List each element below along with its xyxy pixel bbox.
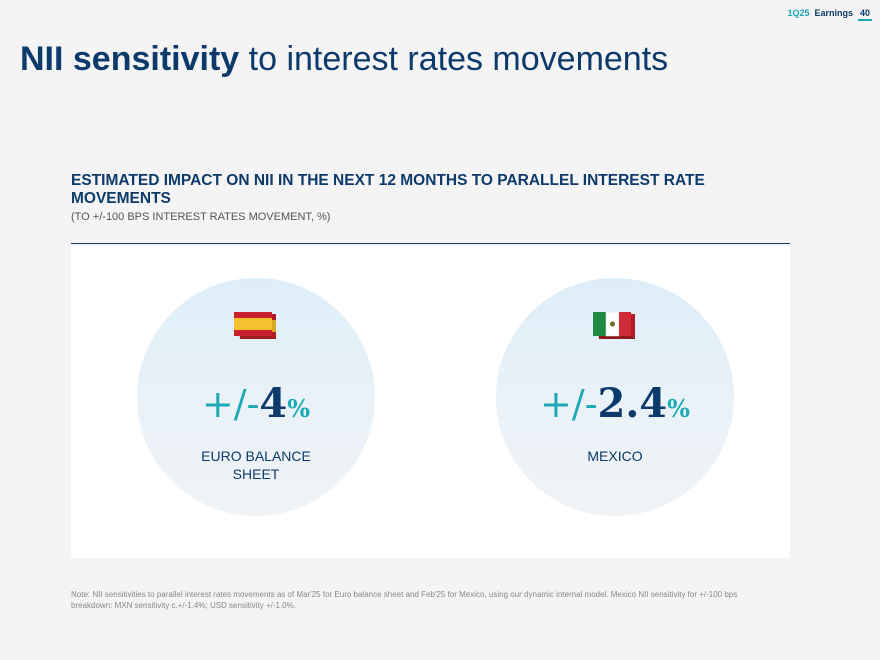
section-label: Earnings <box>814 8 853 18</box>
euro-label: EURO BALANCE SHEET <box>201 448 311 482</box>
page-title-rest: to interest rates movements <box>239 40 669 78</box>
page-header: 1Q25 Earnings 40 <box>787 8 872 21</box>
section-subnote: (TO +/-100 BPS INTEREST RATES MOVEMENT, … <box>71 211 331 223</box>
quarter-label: 1Q25 <box>787 8 810 18</box>
divider <box>71 243 790 244</box>
euro-number: 4 <box>259 380 288 427</box>
sensitivity-panel: +/-4% EURO BALANCE SHEET +/-2.4% MEXICO <box>71 246 790 558</box>
euro-value: +/-4% <box>137 380 375 427</box>
section-subtitle: ESTIMATED IMPACT ON NII IN THE NEXT 12 M… <box>71 172 705 207</box>
page-title-bold: NII sensitivity <box>20 40 240 78</box>
mexico-number: 2.4 <box>597 380 668 427</box>
mexico-sensitivity-card: +/-2.4% MEXICO <box>496 278 734 516</box>
mexico-value: +/-2.4% <box>496 380 734 427</box>
euro-unit: % <box>287 394 311 423</box>
mexico-flag-icon <box>593 312 635 339</box>
page-number: 40 <box>857 8 872 21</box>
euro-plusminus: +/- <box>201 382 260 426</box>
footnote: Note: NII sensitivities to parallel inte… <box>71 590 738 610</box>
mexico-unit: % <box>667 394 690 423</box>
mexico-label: MEXICO <box>587 448 643 464</box>
page-title: NII sensitivity to interest rates moveme… <box>20 40 668 79</box>
mexico-plusminus: +/- <box>540 382 598 426</box>
spain-flag-icon <box>234 312 276 339</box>
euro-sensitivity-card: +/-4% EURO BALANCE SHEET <box>137 278 375 516</box>
